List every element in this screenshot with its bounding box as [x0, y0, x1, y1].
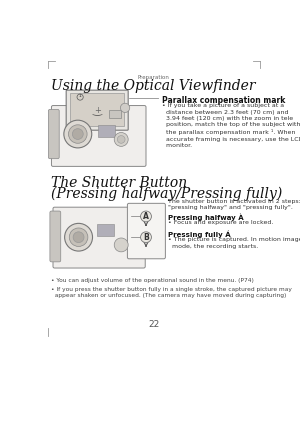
Circle shape — [73, 232, 84, 243]
Circle shape — [68, 125, 87, 143]
Text: A: A — [143, 212, 149, 221]
Text: • The picture is captured. In motion image
  mode, the recording starts.: • The picture is captured. In motion ima… — [168, 237, 300, 248]
Circle shape — [72, 128, 83, 139]
Text: Pressing fully Á: Pressing fully Á — [168, 230, 230, 238]
Bar — [97, 224, 114, 237]
FancyBboxPatch shape — [52, 106, 146, 166]
Circle shape — [114, 238, 128, 252]
Circle shape — [64, 223, 92, 251]
Text: 22: 22 — [148, 321, 159, 329]
Text: The Shutter Button: The Shutter Button — [52, 176, 188, 190]
Text: Pressing halfway À: Pressing halfway À — [168, 213, 243, 221]
FancyBboxPatch shape — [50, 211, 61, 262]
Bar — [70, 93, 124, 126]
Circle shape — [141, 211, 152, 222]
Circle shape — [120, 103, 130, 112]
Circle shape — [64, 120, 92, 148]
Text: • Focus and exposure are locked.: • Focus and exposure are locked. — [168, 220, 273, 225]
Bar — [109, 110, 121, 118]
Text: ¹: ¹ — [79, 95, 82, 101]
FancyBboxPatch shape — [66, 90, 128, 130]
Circle shape — [114, 132, 128, 146]
Text: Using the Optical Viewfinder: Using the Optical Viewfinder — [52, 79, 256, 93]
Text: • If you take a picture of a subject at a
  distance between 2.3 feet (70 cm) an: • If you take a picture of a subject at … — [161, 103, 300, 148]
FancyBboxPatch shape — [53, 207, 145, 268]
Text: • You can adjust volume of the operational sound in the menu. (P74): • You can adjust volume of the operation… — [52, 278, 254, 283]
Text: (Pressing halfway/Pressing fully): (Pressing halfway/Pressing fully) — [52, 187, 283, 201]
Text: Parallax compensation mark: Parallax compensation mark — [161, 95, 285, 105]
FancyBboxPatch shape — [128, 204, 165, 259]
Text: B: B — [143, 233, 149, 242]
Text: +: + — [94, 106, 100, 114]
Text: Preparation: Preparation — [138, 75, 170, 80]
Text: The shutter button is activated in 2 steps:
"pressing halfway" and "pressing ful: The shutter button is activated in 2 ste… — [168, 199, 300, 210]
Circle shape — [69, 228, 88, 246]
Text: ‿: ‿ — [93, 105, 102, 115]
FancyBboxPatch shape — [48, 109, 59, 159]
Text: • If you press the shutter button fully in a single stroke, the captured picture: • If you press the shutter button fully … — [52, 287, 292, 298]
Circle shape — [117, 136, 125, 143]
Bar — [98, 125, 115, 137]
Circle shape — [141, 232, 152, 243]
